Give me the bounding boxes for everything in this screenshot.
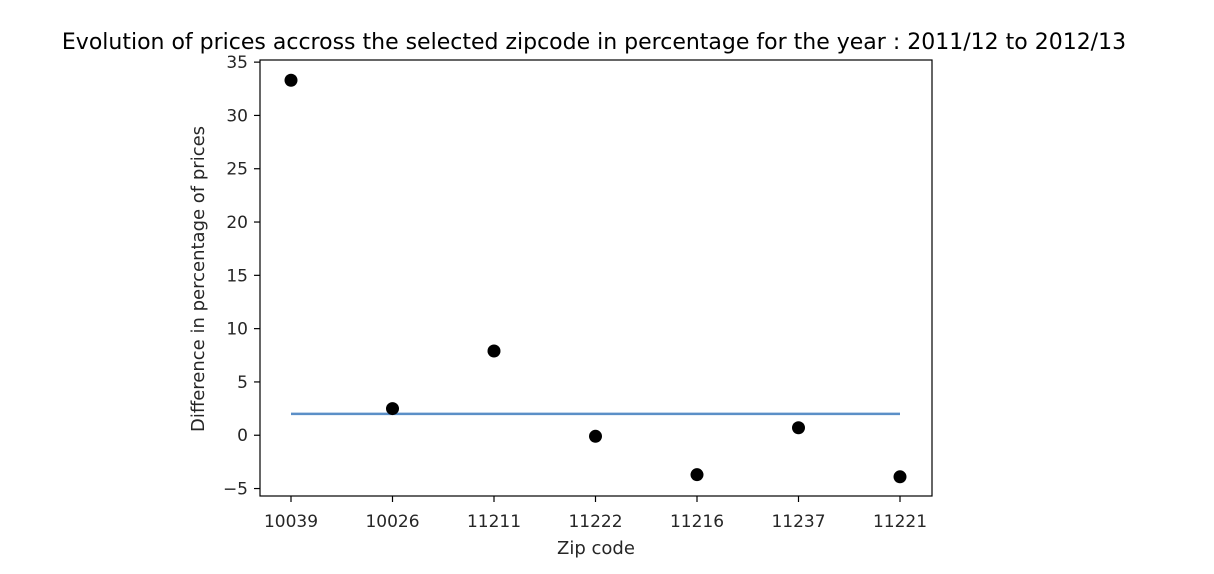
x-tick-label: 10026 <box>365 512 419 532</box>
chart-title: Evolution of prices accross the selected… <box>62 30 1126 55</box>
scatter-point <box>386 402 399 416</box>
y-tick-label: 35 <box>226 53 248 73</box>
x-tick-label: 11221 <box>873 512 927 532</box>
scatter-point <box>487 344 501 358</box>
y-tick-label: 25 <box>226 160 248 180</box>
x-tick-label: 11237 <box>771 512 825 532</box>
scatter-point <box>690 468 704 482</box>
scatter-point <box>284 73 298 87</box>
y-tick-label: 15 <box>226 266 248 286</box>
x-axis: 10039 10026 11211 11222 11216 11237 11221 <box>264 496 927 532</box>
y-tick-label: 20 <box>226 213 248 233</box>
scatter-point <box>893 470 907 484</box>
x-tick-label: 11222 <box>568 512 622 532</box>
y-axis-label: Difference in percentage of prices <box>188 126 209 432</box>
x-tick-label: 11216 <box>670 512 724 532</box>
scatter-point <box>589 429 602 443</box>
x-axis-label: Zip code <box>557 538 635 559</box>
scatter-points-layer <box>284 73 907 484</box>
y-tick-label: 5 <box>237 373 248 393</box>
y-tick-label: 0 <box>237 426 248 446</box>
y-axis: −5 0 5 10 15 20 25 30 35 <box>223 53 260 500</box>
y-tick-label: −5 <box>223 480 248 500</box>
y-tick-label: 30 <box>226 106 248 126</box>
x-tick-label: 11211 <box>467 512 521 532</box>
x-tick-label: 10039 <box>264 512 318 532</box>
y-tick-label: 10 <box>226 320 248 340</box>
scatter-point <box>792 421 805 435</box>
